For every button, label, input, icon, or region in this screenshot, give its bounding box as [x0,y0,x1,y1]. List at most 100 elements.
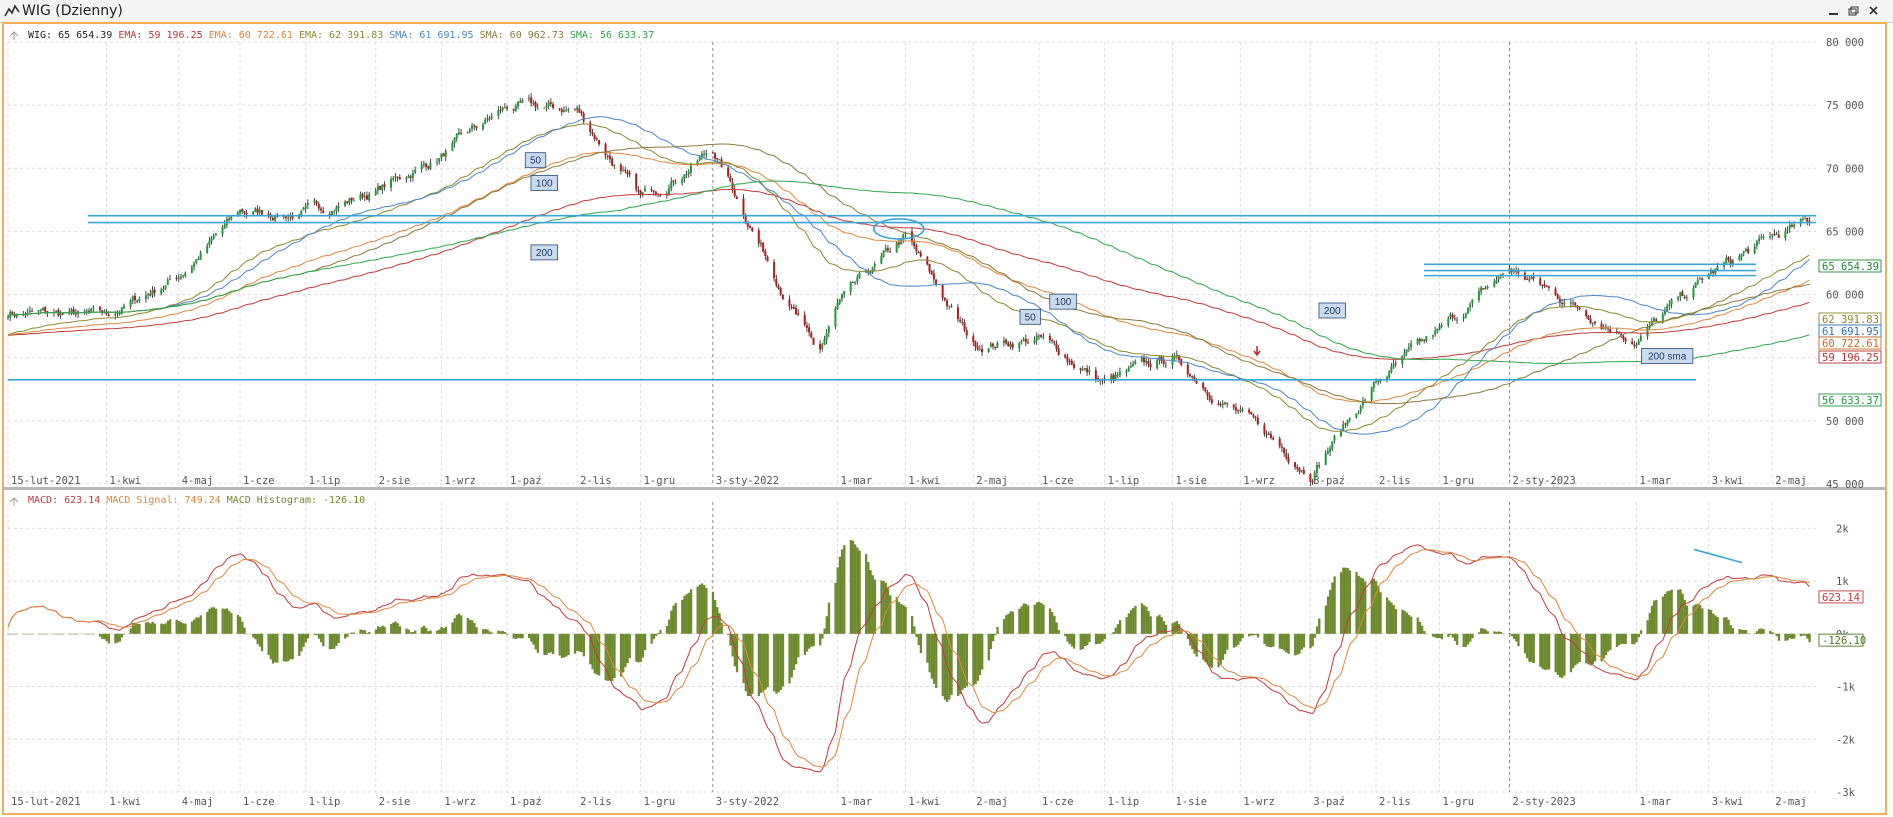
macd-histogram-bar [1210,633,1214,668]
macd-x-tick-label: 1-mar [841,796,873,808]
macd-histogram-bar [1147,610,1150,634]
candle-body [1208,395,1211,400]
candle-body [379,186,382,190]
candle-body [810,332,813,338]
candle-body [241,208,244,212]
macd-histogram-bar [606,633,610,682]
candle-body [44,307,47,312]
candle-body [1156,360,1159,369]
candle-body [1532,276,1535,279]
restore-button[interactable] [1846,4,1861,18]
candle-body [989,343,992,348]
candle-body [759,242,762,245]
close-button[interactable] [1866,4,1881,18]
candle-body [613,165,616,167]
minimize-button[interactable] [1826,4,1841,18]
candle-body [641,192,644,195]
macd-histogram-bar [1375,581,1378,634]
candle-body [1683,296,1686,299]
candle-body [606,155,609,157]
candle-body [1269,434,1272,438]
macd-histogram-bar [1125,617,1128,634]
candle-body [328,213,331,215]
candle-body [727,167,730,177]
candle-body [622,170,625,172]
candle-body [59,314,62,316]
candle-body [1285,453,1288,459]
macd-histogram-bar [24,633,27,635]
macd-histogram-bar [1501,633,1505,635]
macd-histogram-bar [1140,603,1144,634]
candle-body [1464,313,1467,318]
macd-histogram-bar [52,633,56,635]
candle-body [803,314,806,325]
macd-histogram-bar [1530,633,1533,663]
macd-histogram-bar [1118,620,1122,634]
macd-histogram-bar [1685,605,1689,634]
candle-body [383,184,386,187]
candle-body [595,138,598,140]
macd-histogram-bar [514,633,518,640]
candle-body [1188,374,1191,376]
candle-body [1806,217,1809,222]
macd-histogram-bar [643,633,647,650]
macd-histogram-bar [1773,633,1776,635]
macd-histogram-bar [965,633,969,687]
candle-body [696,160,699,165]
macd-histogram-bar [849,540,853,634]
candle-body [858,272,861,278]
candle-body [1775,233,1778,235]
macd-histogram-bar [1569,633,1573,673]
macd-histogram-bar [987,633,990,661]
candle-body [819,343,822,350]
macd-histogram-bar [422,625,426,634]
macd-histogram-bar [1248,633,1251,637]
candle-body [129,300,132,307]
candle-body [716,158,719,160]
candle-body [1486,286,1489,289]
candle-body [1727,257,1730,260]
macd-histogram-bar [427,631,430,634]
macd-histogram-bar [1204,633,1207,663]
macd-histogram-bar [328,633,332,650]
macd-histogram-bar [1554,633,1557,673]
macd-x-tick-label: 3-paź [1313,796,1345,808]
candle-body [1425,336,1428,342]
macd-histogram-bar [1602,633,1605,659]
macd-histogram-bar [1298,633,1301,654]
candle-body [1329,448,1332,452]
macd-histogram-bar [1635,633,1638,643]
candle-body [392,178,395,180]
candle-body [517,101,520,107]
macd-histogram-bar [1653,600,1656,634]
macd-histogram-bar [344,633,347,639]
candle-body [1022,338,1025,341]
macd-histogram-bar [1241,633,1244,639]
macd-histogram-bar [696,586,699,634]
candle-body [1407,347,1410,350]
candle-body [144,294,147,299]
macd-histogram-bar [733,633,736,667]
macd-histogram-bar [28,633,32,635]
macd-histogram-bar [1453,633,1457,642]
macd-histogram-bar [55,633,58,635]
macd-x-tick-label: 2-maj [1775,796,1807,808]
macd-histogram-bar [348,633,351,634]
candle-body [849,281,852,292]
candle-body [536,107,539,109]
macd-histogram-bar [628,633,631,659]
macd-histogram-bar [1326,596,1330,634]
candle-body [442,153,445,157]
price-label-box [1818,393,1882,407]
candle-body [1701,278,1704,280]
candle-body [208,240,211,246]
candle-body [1175,354,1178,357]
macd-histogram-bar [700,583,704,634]
legend-entry: SMA: 56 633.37 [564,30,654,41]
candle-body [1357,412,1360,414]
macd-histogram-bar [1486,631,1489,634]
candle-body [1696,279,1699,284]
macd-histogram-bar [1263,633,1266,644]
